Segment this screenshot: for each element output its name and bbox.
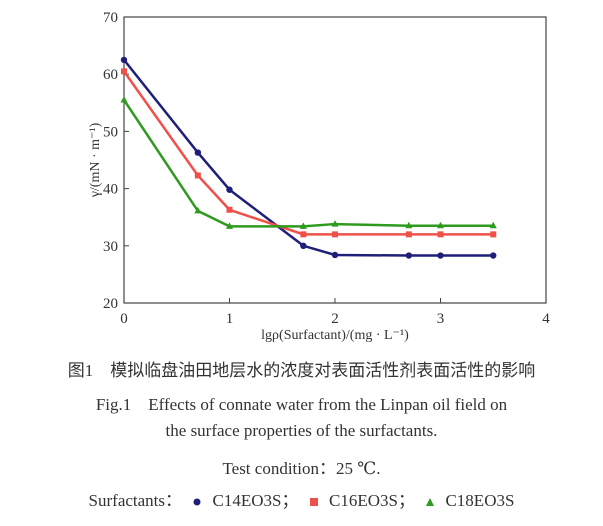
y-tick-label: 70 (103, 10, 118, 26)
series-line-C18EO3S (122, 99, 494, 228)
legend-entry-c18: C18EO3S (445, 491, 515, 510)
data-point-C14EO3S (437, 252, 444, 259)
y-tick-label: 20 (103, 296, 118, 312)
legend-marker-c18 (425, 491, 435, 511)
data-point-C18EO3S (120, 95, 128, 103)
data-point-C18EO3S (489, 221, 497, 229)
x-tick-label: 2 (331, 311, 339, 327)
legend-label: Surfactants： (88, 491, 183, 510)
data-point-C18EO3S (405, 221, 413, 229)
x-tick-label: 0 (120, 311, 128, 327)
data-point-C14EO3S (405, 252, 413, 259)
data-point-C16EO3S (226, 206, 233, 213)
caption-chinese: 图1 模拟临盘油田地层水的浓度对表面活性剂表面活性的影响 (67, 361, 536, 380)
legend-entry-c14: C14EO3S (212, 491, 282, 510)
data-point-C18EO3S (226, 222, 233, 229)
series-line-C14EO3S (123, 59, 494, 257)
caption-english-line2: the surface properties of the surfactant… (165, 421, 438, 440)
data-point-C14EO3S (120, 56, 128, 64)
legend-marker-c16 (309, 491, 319, 511)
data-point-C16EO3S (194, 172, 201, 179)
legend-entry-c16: C16EO3S (329, 491, 398, 510)
data-point-C16EO3S (121, 68, 127, 75)
legend-separator: ； (281, 491, 299, 510)
y-tick-label: 60 (103, 67, 118, 83)
data-point-C18EO3S (437, 221, 444, 229)
data-point-C18EO3S (331, 220, 339, 227)
x-tick-label: 4 (542, 311, 550, 327)
data-point-C14EO3S (226, 186, 233, 193)
x-tick-label: 1 (226, 311, 234, 327)
data-point-C16EO3S (405, 231, 412, 238)
data-point-C18EO3S (299, 222, 307, 229)
test-condition: Test condition：25 ℃. (222, 459, 381, 478)
data-point-C14EO3S (300, 242, 307, 249)
legend: Surfactants： C14EO3S； C16EO3S； C18EO3S (0, 486, 603, 511)
caption-english-line1: Fig.1 Effects of connate water from the … (95, 395, 508, 414)
data-point-C14EO3S (194, 149, 202, 156)
line-chart: 0 1 2 3 4 20 30 40 50 60 70 lgρ(Surfactant)/(mg · L… (88, 10, 550, 343)
y-tick-label: 50 (103, 124, 118, 140)
data-point-C14EO3S (331, 251, 339, 259)
x-axis-label: lgρ(Surfactant)/(mg · L⁻¹) (261, 328, 409, 343)
y-axis-label: γ/(mN · m⁻¹) (88, 122, 103, 198)
y-tick-label: 30 (103, 239, 118, 255)
x-tick-label: 3 (437, 311, 445, 327)
data-point-C16EO3S (332, 231, 338, 238)
legend-separator: ； (397, 491, 415, 510)
data-point-C18EO3S (194, 206, 202, 214)
data-point-C16EO3S (437, 231, 444, 238)
y-tick-label: 40 (103, 182, 118, 198)
data-point-C16EO3S (490, 231, 497, 238)
legend-marker-c14 (192, 491, 202, 511)
series-line-C16EO3S (122, 70, 494, 236)
data-point-C14EO3S (490, 252, 497, 259)
data-point-C16EO3S (300, 231, 307, 238)
